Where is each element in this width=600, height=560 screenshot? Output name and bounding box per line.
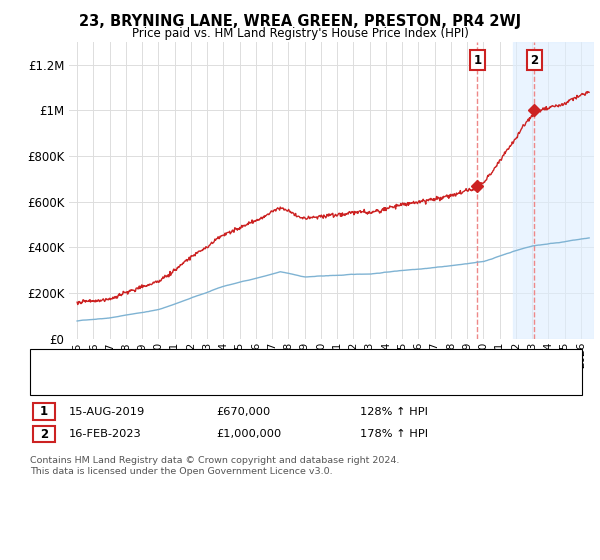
- Text: Price paid vs. HM Land Registry's House Price Index (HPI): Price paid vs. HM Land Registry's House …: [131, 27, 469, 40]
- Text: £670,000: £670,000: [216, 407, 270, 417]
- Text: 1: 1: [40, 405, 48, 418]
- Text: 16-FEB-2023: 16-FEB-2023: [69, 429, 142, 439]
- Bar: [565, 42, 594, 339]
- Text: 23, BRYNING LANE, WREA GREEN, PRESTON, PR4 2WJ (detached house): 23, BRYNING LANE, WREA GREEN, PRESTON, P…: [84, 357, 478, 367]
- Text: 15-AUG-2019: 15-AUG-2019: [69, 407, 145, 417]
- Text: 23, BRYNING LANE, WREA GREEN, PRESTON, PR4 2WJ: 23, BRYNING LANE, WREA GREEN, PRESTON, P…: [79, 14, 521, 29]
- Text: £1,000,000: £1,000,000: [216, 429, 281, 439]
- Text: 2: 2: [40, 427, 48, 441]
- Bar: [513, 42, 594, 339]
- Text: 2: 2: [530, 54, 538, 67]
- Text: HPI: Average price, detached house, Fylde: HPI: Average price, detached house, Fyld…: [84, 377, 315, 387]
- Text: 1: 1: [473, 54, 481, 67]
- Text: 128% ↑ HPI: 128% ↑ HPI: [360, 407, 428, 417]
- Text: 178% ↑ HPI: 178% ↑ HPI: [360, 429, 428, 439]
- Text: Contains HM Land Registry data © Crown copyright and database right 2024.
This d: Contains HM Land Registry data © Crown c…: [30, 456, 400, 476]
